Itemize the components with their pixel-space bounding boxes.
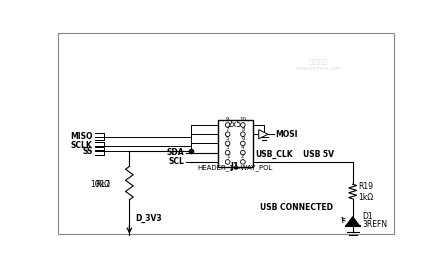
Text: 7: 7 [226,126,229,131]
Text: R19: R19 [358,182,373,191]
Text: D1: D1 [363,212,374,221]
Text: 6: 6 [241,136,245,141]
Text: 2x5: 2x5 [228,120,242,129]
Text: USB_CLK: USB_CLK [256,150,293,159]
Text: 电子发烧友: 电子发烧友 [309,60,327,65]
Text: 10: 10 [239,117,247,122]
Text: 5: 5 [226,136,229,141]
Text: MOSI: MOSI [276,130,298,139]
Polygon shape [346,217,359,226]
Text: 1: 1 [226,154,229,159]
Text: D_3V3: D_3V3 [135,214,162,223]
Text: www.elecfans.com: www.elecfans.com [295,66,341,71]
Text: 8: 8 [241,126,245,131]
Text: 3: 3 [226,145,229,150]
Text: R17: R17 [95,180,110,189]
Text: J1: J1 [231,162,239,171]
Text: 4: 4 [241,145,245,150]
Text: SCLK: SCLK [71,141,93,150]
Text: SDA: SDA [166,148,184,157]
Text: USB 5V: USB 5V [303,150,333,159]
Text: 1kΩ: 1kΩ [358,193,373,202]
Polygon shape [259,130,268,139]
Bar [218,120,253,166]
Text: SS: SS [82,147,93,156]
Text: 3REFN: 3REFN [363,220,388,229]
Text: USB CONNECTED: USB CONNECTED [261,203,333,212]
Text: 9: 9 [226,117,229,122]
Text: 10kΩ: 10kΩ [90,180,110,189]
Text: SCL: SCL [168,157,184,166]
Text: 2: 2 [241,154,245,159]
Text: MISO: MISO [70,132,93,141]
Text: HEADER_10-WAY_POL: HEADER_10-WAY_POL [197,164,273,171]
